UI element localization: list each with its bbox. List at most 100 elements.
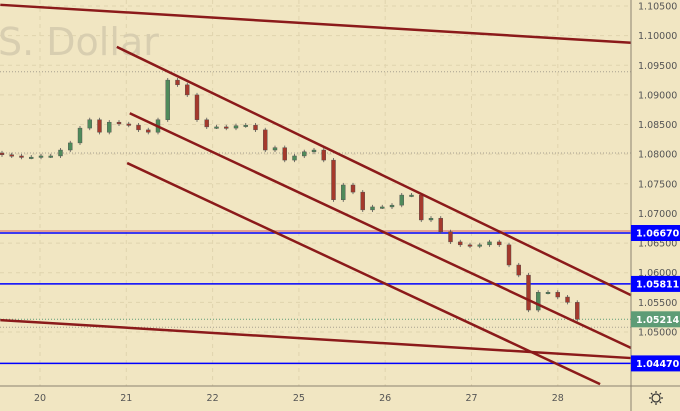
- candle-body: [360, 191, 365, 211]
- candle-body: [428, 217, 434, 221]
- candle-body: [331, 159, 336, 201]
- candle-body: [467, 244, 473, 247]
- candle-body: [321, 149, 326, 161]
- price-tick-label: 1.07000: [638, 209, 677, 220]
- candle-body: [87, 119, 92, 129]
- price-tick-label: 1.10500: [638, 2, 677, 13]
- candle-body: [497, 241, 502, 246]
- candle-body: [292, 155, 297, 161]
- candle-body: [146, 129, 151, 133]
- candle-body: [341, 184, 346, 201]
- price-tick-label: 1.08000: [638, 150, 677, 161]
- grid: [0, 0, 631, 386]
- candle-body: [380, 206, 385, 209]
- price-tick-label: 1.10000: [638, 31, 677, 42]
- candle-body: [58, 149, 63, 157]
- candle-body: [253, 124, 258, 131]
- candle-body: [77, 127, 83, 144]
- date-tick-label: 21: [120, 393, 132, 404]
- candle-body: [536, 292, 541, 311]
- candle-body: [555, 292, 560, 298]
- candle-body: [389, 204, 395, 208]
- candle-body: [204, 119, 209, 128]
- candle-body: [194, 94, 200, 120]
- candle-body: [370, 206, 375, 211]
- candle-body: [68, 142, 73, 151]
- candle-body: [175, 79, 180, 86]
- candle-body: [282, 147, 287, 161]
- price-tick-label: 1.06500: [638, 239, 677, 250]
- candle-body: [409, 194, 414, 197]
- candle-body: [565, 296, 570, 303]
- price-tick-label: 1.09000: [638, 90, 677, 101]
- candle-body: [136, 124, 141, 131]
- candle-body: [575, 302, 580, 320]
- level-price-tag: [631, 225, 680, 242]
- candle-body: [458, 241, 463, 246]
- price-tags: 1.06670 1.05811 1.04470 1.05214: [631, 225, 680, 372]
- date-axis[interactable]: 20 21 22 25 26 27 28: [34, 393, 564, 404]
- candle-body: [477, 244, 482, 247]
- horizontal-levels: [0, 230, 631, 365]
- candle-body: [506, 244, 512, 266]
- price-tick-label: 1.08500: [638, 120, 677, 131]
- candle-body: [350, 184, 356, 193]
- candle-body: [448, 231, 453, 243]
- candle-body: [399, 194, 404, 206]
- gear-icon[interactable]: [649, 391, 663, 405]
- price-tick-label: 1.05500: [638, 298, 677, 309]
- candle-body: [438, 217, 443, 233]
- price-axis[interactable]: 1.10500 1.10000 1.09500 1.09000 1.08500 1.080…: [638, 2, 677, 339]
- trend-line[interactable]: [0, 318, 632, 360]
- date-tick-label: 20: [34, 393, 46, 404]
- trend-lines[interactable]: [0, 3, 632, 386]
- candle-body: [263, 129, 268, 151]
- date-tick-label: 26: [379, 393, 391, 404]
- candle-body: [311, 149, 317, 153]
- price-tick-label: 1.07500: [638, 179, 677, 190]
- last-price-label: 1.05214: [636, 315, 680, 326]
- candle-body: [9, 154, 14, 157]
- candle-body: [38, 155, 44, 158]
- level-price-tag: [631, 355, 680, 372]
- trend-line[interactable]: [126, 161, 601, 386]
- candle-body: [272, 147, 278, 151]
- candle-body: [126, 123, 131, 126]
- level-price-label: 1.06670: [636, 229, 680, 240]
- price-tick-label: 1.06000: [638, 268, 677, 279]
- trend-line[interactable]: [0, 3, 632, 44]
- price-tick-label: 1.05000: [638, 327, 677, 338]
- level-price-tag: [631, 275, 680, 292]
- watermark: S. Dollar: [0, 20, 159, 64]
- candle-body: [185, 84, 190, 96]
- trend-line[interactable]: [129, 112, 632, 350]
- candle-body: [107, 121, 112, 133]
- candle-body: [224, 126, 229, 129]
- last-price-tag: [631, 311, 680, 328]
- date-tick-label: 28: [552, 393, 564, 404]
- candle-body: [19, 155, 24, 158]
- date-tick-label: 25: [293, 393, 305, 404]
- date-tick-label: 22: [207, 393, 219, 404]
- candle-body: [243, 124, 248, 127]
- candle-body: [48, 155, 53, 158]
- candle-body: [526, 274, 531, 311]
- candle-body: [233, 125, 239, 129]
- candle-body: [214, 126, 219, 129]
- level-price-label: 1.05811: [636, 279, 679, 290]
- candle-body: [0, 152, 5, 155]
- price-tick-label: 1.09500: [638, 61, 677, 72]
- trend-line[interactable]: [116, 45, 632, 297]
- candle-body: [97, 119, 102, 133]
- candle-body: [419, 194, 424, 221]
- candle-body: [29, 156, 34, 159]
- candles: [0, 78, 580, 322]
- candle-body: [302, 151, 307, 157]
- level-price-label: 1.04470: [636, 359, 680, 370]
- candle-body: [545, 292, 551, 294]
- date-tick-label: 27: [465, 393, 477, 404]
- candle-body: [116, 121, 122, 125]
- candle-body: [516, 264, 521, 276]
- candle-body: [165, 79, 170, 120]
